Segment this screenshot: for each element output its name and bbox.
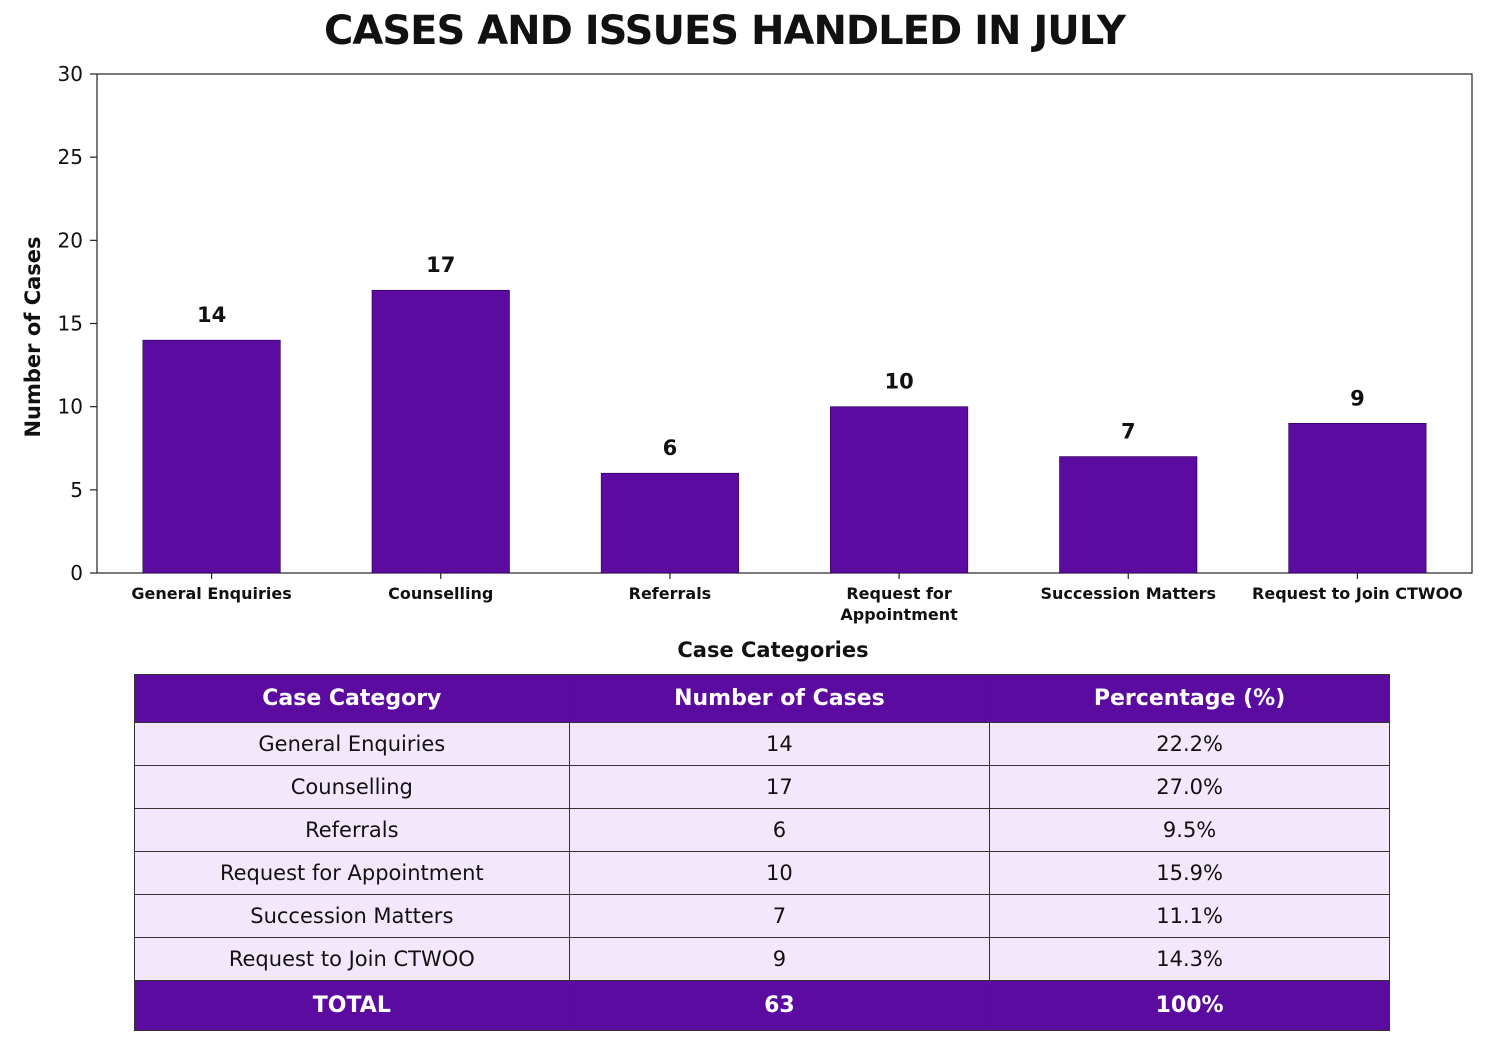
- x-axis-label: Case Categories: [677, 638, 868, 662]
- chart-title: CASES AND ISSUES HANDLED IN JULY: [324, 8, 1126, 54]
- x-tick-label: Appointment: [840, 605, 958, 624]
- table-row: Succession Matters 7 11.1%: [134, 894, 1390, 938]
- x-tick-label: Referrals: [629, 584, 712, 603]
- y-tick-label: 0: [70, 561, 83, 585]
- bar-chart: 0 5 10 15 20 25 30 14 17 6 10 7 9 General Enquiries…: [21, 62, 1473, 662]
- y-tick-label: 5: [70, 478, 83, 502]
- total-label: TOTAL: [134, 980, 570, 1031]
- x-tick-label: Request for: [846, 584, 952, 603]
- bar: [1059, 456, 1198, 574]
- cell-percentage: 14.3%: [989, 937, 1390, 981]
- y-tick-label: 10: [58, 395, 83, 419]
- data-label: 10: [884, 370, 913, 394]
- x-tick-label: General Enquiries: [131, 584, 291, 603]
- cell-category: Succession Matters: [134, 894, 570, 938]
- cell-category: Request for Appointment: [134, 851, 570, 895]
- table-row: General Enquiries 14 22.2%: [134, 722, 1390, 766]
- cell-percentage: 9.5%: [989, 808, 1390, 852]
- table-row: Request to Join CTWOO 9 14.3%: [134, 937, 1390, 981]
- cell-percentage: 11.1%: [989, 894, 1390, 938]
- bar: [1288, 422, 1427, 574]
- y-axis-label: Number of Cases: [21, 236, 45, 437]
- y-tick-label: 20: [58, 228, 83, 252]
- cell-count: 6: [568, 808, 991, 852]
- cell-category: General Enquiries: [134, 722, 570, 766]
- header-percentage: Percentage (%): [989, 674, 1390, 723]
- header-case-category: Case Category: [134, 674, 570, 723]
- summary-table: Case Category Number of Cases Percentage…: [134, 674, 1390, 1031]
- cell-count: 14: [568, 722, 991, 766]
- y-tick-label: 30: [58, 62, 83, 86]
- table-header-row: Case Category Number of Cases Percentage…: [134, 674, 1390, 723]
- total-percentage: 100%: [989, 980, 1390, 1031]
- y-tick-label: 15: [58, 312, 83, 336]
- bar: [830, 406, 969, 574]
- data-label: 14: [197, 303, 226, 327]
- data-label: 7: [1121, 420, 1136, 444]
- table-row: Counselling 17 27.0%: [134, 765, 1390, 809]
- bar: [600, 472, 739, 574]
- cell-percentage: 27.0%: [989, 765, 1390, 809]
- table-total-row: TOTAL 63 100%: [134, 980, 1390, 1031]
- bars: 14 17 6 10 7 9: [142, 253, 1427, 574]
- x-tick-label: Counselling: [388, 584, 493, 603]
- cell-percentage: 15.9%: [989, 851, 1390, 895]
- x-tick-label: Succession Matters: [1041, 584, 1217, 603]
- cell-category: Counselling: [134, 765, 570, 809]
- data-label: 6: [663, 436, 678, 460]
- header-number-of-cases: Number of Cases: [568, 674, 991, 723]
- cell-category: Referrals: [134, 808, 570, 852]
- plot-area: [96, 73, 1473, 574]
- cell-count: 17: [568, 765, 991, 809]
- cell-count: 7: [568, 894, 991, 938]
- total-count: 63: [568, 980, 991, 1031]
- cell-count: 10: [568, 851, 991, 895]
- table-row: Referrals 6 9.5%: [134, 808, 1390, 852]
- y-axis: 0 5 10 15 20 25 30: [58, 62, 97, 585]
- y-tick-label: 25: [58, 145, 83, 169]
- cell-percentage: 22.2%: [989, 722, 1390, 766]
- data-label: 17: [426, 253, 455, 277]
- x-axis: General Enquiries Counselling Referrals Req…: [131, 573, 1463, 624]
- x-tick-label: Request to Join CTWOO: [1252, 584, 1463, 603]
- bar: [142, 339, 281, 574]
- bar: [371, 289, 510, 574]
- data-label: 9: [1350, 386, 1365, 410]
- cell-category: Request to Join CTWOO: [134, 937, 570, 981]
- cell-count: 9: [568, 937, 991, 981]
- table-row: Request for Appointment 10 15.9%: [134, 851, 1390, 895]
